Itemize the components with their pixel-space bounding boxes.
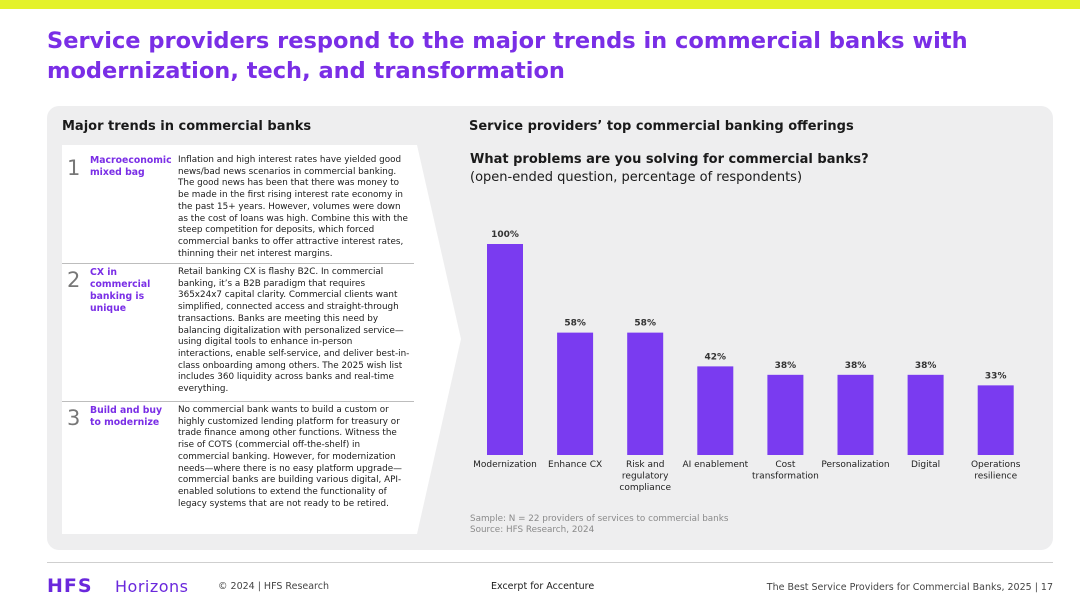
category-label: Personalization	[821, 460, 889, 470]
trend-description: Inflation and high interest rates have y…	[178, 155, 408, 259]
bar	[697, 366, 734, 455]
category-label: Operations	[971, 460, 1021, 470]
trend-label: Macroeconomic mixed bag	[90, 155, 172, 178]
trends-list: 1 Macroeconomic mixed bag Inflation and …	[62, 145, 414, 534]
trend-item-3: 3 Build and buy to modernize No commerci…	[62, 395, 414, 534]
trend-number: 3	[67, 406, 81, 430]
divider	[62, 263, 414, 264]
bar-value-label: 38%	[775, 361, 797, 371]
bar	[907, 374, 944, 455]
bar-value-label: 38%	[915, 361, 937, 371]
bar	[557, 332, 594, 455]
trend-description: No commercial bank wants to build a cust…	[178, 405, 402, 509]
bar	[767, 374, 804, 455]
category-label: transformation	[752, 472, 819, 482]
bar	[837, 374, 874, 455]
category-label: Modernization	[473, 460, 537, 470]
survey-question: What problems are you solving for commer…	[470, 152, 869, 167]
trend-label: CX in commercial banking is unique	[90, 267, 151, 314]
source-note: Source: HFS Research, 2024	[470, 525, 595, 535]
excerpt-label: Excerpt for Accenture	[491, 581, 595, 592]
bar-value-label: 58%	[634, 319, 656, 329]
hfs-logo: HFS	[47, 575, 93, 597]
trend-number: 2	[67, 268, 81, 292]
horizons-logo: Horizons	[115, 577, 189, 596]
category-label: regulatory	[622, 472, 669, 482]
survey-subquestion: (open-ended question, percentage of resp…	[470, 170, 803, 185]
footer-divider	[47, 562, 1053, 563]
bar-value-label: 58%	[564, 319, 586, 329]
page-info: The Best Service Providers for Commercia…	[766, 582, 1053, 593]
category-label: AI enablement	[682, 460, 748, 470]
bar-value-label: 42%	[705, 352, 727, 362]
trend-description: Retail banking CX is flashy B2C. In comm…	[178, 267, 410, 395]
category-label: compliance	[619, 483, 671, 493]
divider	[62, 401, 414, 402]
category-label: Digital	[911, 460, 940, 470]
bar	[627, 332, 664, 455]
trend-label: Build and buy to modernize	[90, 405, 163, 428]
trend-number: 1	[67, 156, 81, 180]
copyright: © 2024 | HFS Research	[218, 581, 330, 592]
bar	[487, 244, 523, 455]
bar-value-label: 38%	[845, 361, 867, 371]
trend-item-2: 2 CX in commercial banking is unique Ret…	[62, 257, 414, 399]
sample-note: Sample: N = 22 providers of services to …	[470, 514, 729, 524]
category-label: Enhance CX	[548, 460, 602, 470]
category-label: Risk and	[626, 460, 664, 470]
trends-heading: Major trends in commercial banks	[62, 119, 312, 134]
page-title: Service providers respond to the major t…	[47, 28, 968, 84]
trend-item-1: 1 Macroeconomic mixed bag Inflation and …	[62, 145, 414, 263]
category-label: Cost	[775, 460, 795, 470]
bar-value-label: 100%	[491, 230, 519, 240]
chevron-arrow-icon	[414, 145, 461, 534]
top-accent-bar	[0, 0, 1080, 9]
category-label: resilience	[974, 472, 1017, 482]
bar	[977, 385, 1014, 455]
offerings-bar-chart: 100% Modernization 58% Enhance CX 58% Risk an…	[473, 230, 1021, 493]
bar-value-label: 33%	[985, 371, 1007, 381]
offerings-heading: Service providers’ top commercial bankin…	[469, 119, 854, 134]
